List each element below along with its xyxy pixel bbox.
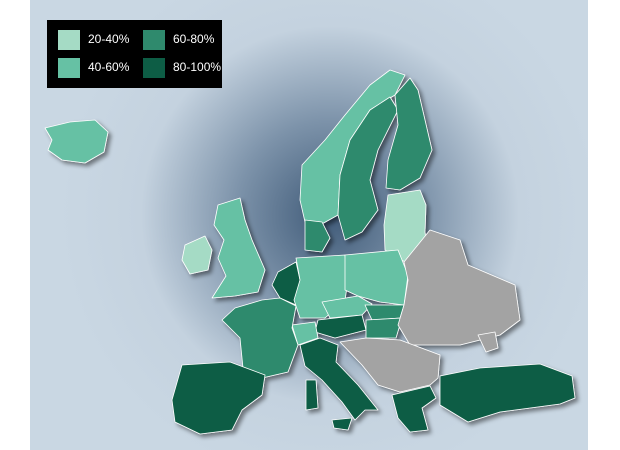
legend-label: 20-40% [88,32,130,46]
country [304,219,331,253]
legend-swatch [143,30,165,50]
legend-label: 80-100% [173,60,221,74]
country [337,96,399,241]
country [181,235,213,275]
country [344,249,409,306]
country [439,363,576,423]
country [331,417,353,431]
legend-label: 40-60% [88,60,130,74]
country [305,379,319,411]
legend-swatch [58,30,80,50]
country [221,297,299,379]
legend-swatch [58,58,80,78]
legend-label: 60-80% [173,32,215,46]
country [44,119,109,164]
country [365,317,403,339]
legend-items: 20-40% 40-60% 60-80% 80-100% [58,30,221,78]
country [364,304,405,321]
country [397,229,521,346]
country [211,197,266,299]
country [391,385,437,433]
legend-swatch [143,58,165,78]
countries [44,69,576,435]
country [171,361,266,435]
country [299,337,379,421]
country [385,77,433,191]
country [339,337,441,393]
country [477,331,499,353]
